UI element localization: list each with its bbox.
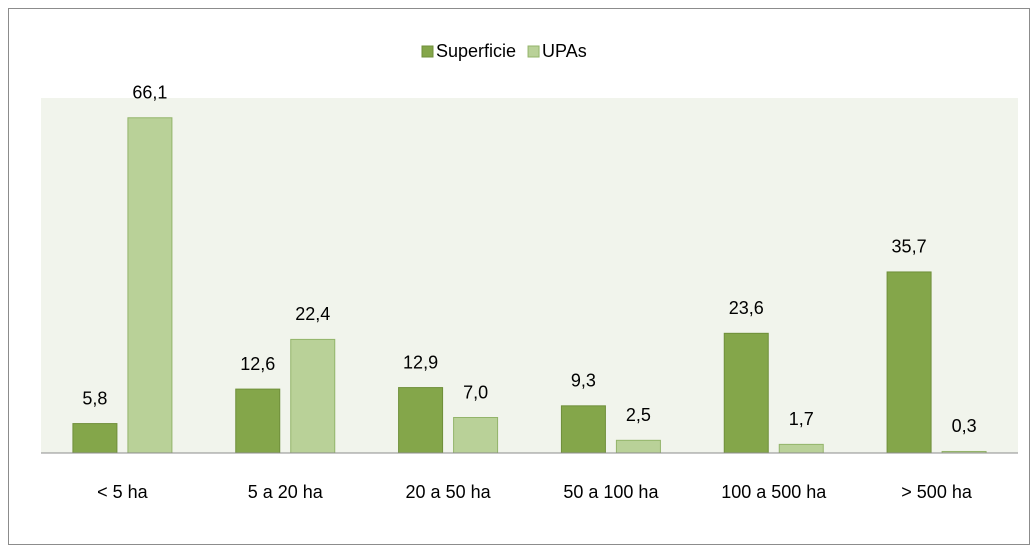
bar <box>615 439 661 454</box>
data-label: 66,1 <box>132 83 167 103</box>
legend-label: UPAs <box>542 41 587 61</box>
data-label: 35,7 <box>892 237 927 257</box>
legend-label: Superficie <box>436 41 516 61</box>
bar <box>560 405 606 454</box>
legend-swatch <box>527 45 540 58</box>
bar <box>723 332 769 454</box>
x-tick-label: > 500 ha <box>901 482 973 502</box>
bar <box>453 417 499 454</box>
data-label: 5,8 <box>82 388 107 408</box>
x-tick-label: 20 a 50 ha <box>406 482 492 502</box>
bar <box>127 117 173 454</box>
data-label: 1,7 <box>789 409 814 429</box>
bar <box>72 423 118 454</box>
bar <box>290 338 336 454</box>
bar <box>778 443 824 454</box>
plot-area <box>41 98 1018 453</box>
bar <box>235 388 281 454</box>
data-label: 9,3 <box>571 371 596 391</box>
legend-swatch <box>421 45 434 58</box>
data-label: 23,6 <box>729 298 764 318</box>
x-tick-label: 100 a 500 ha <box>721 482 827 502</box>
data-label: 12,6 <box>240 354 275 374</box>
x-tick-label: < 5 ha <box>97 482 149 502</box>
data-label: 12,9 <box>403 352 438 372</box>
x-tick-label: 50 a 100 ha <box>563 482 659 502</box>
x-tick-label: 5 a 20 ha <box>248 482 324 502</box>
data-label: 0,3 <box>952 416 977 436</box>
bar <box>886 271 932 454</box>
data-label: 7,0 <box>463 382 488 402</box>
data-label: 22,4 <box>295 304 330 324</box>
bar <box>398 387 444 454</box>
data-label: 2,5 <box>626 405 651 425</box>
